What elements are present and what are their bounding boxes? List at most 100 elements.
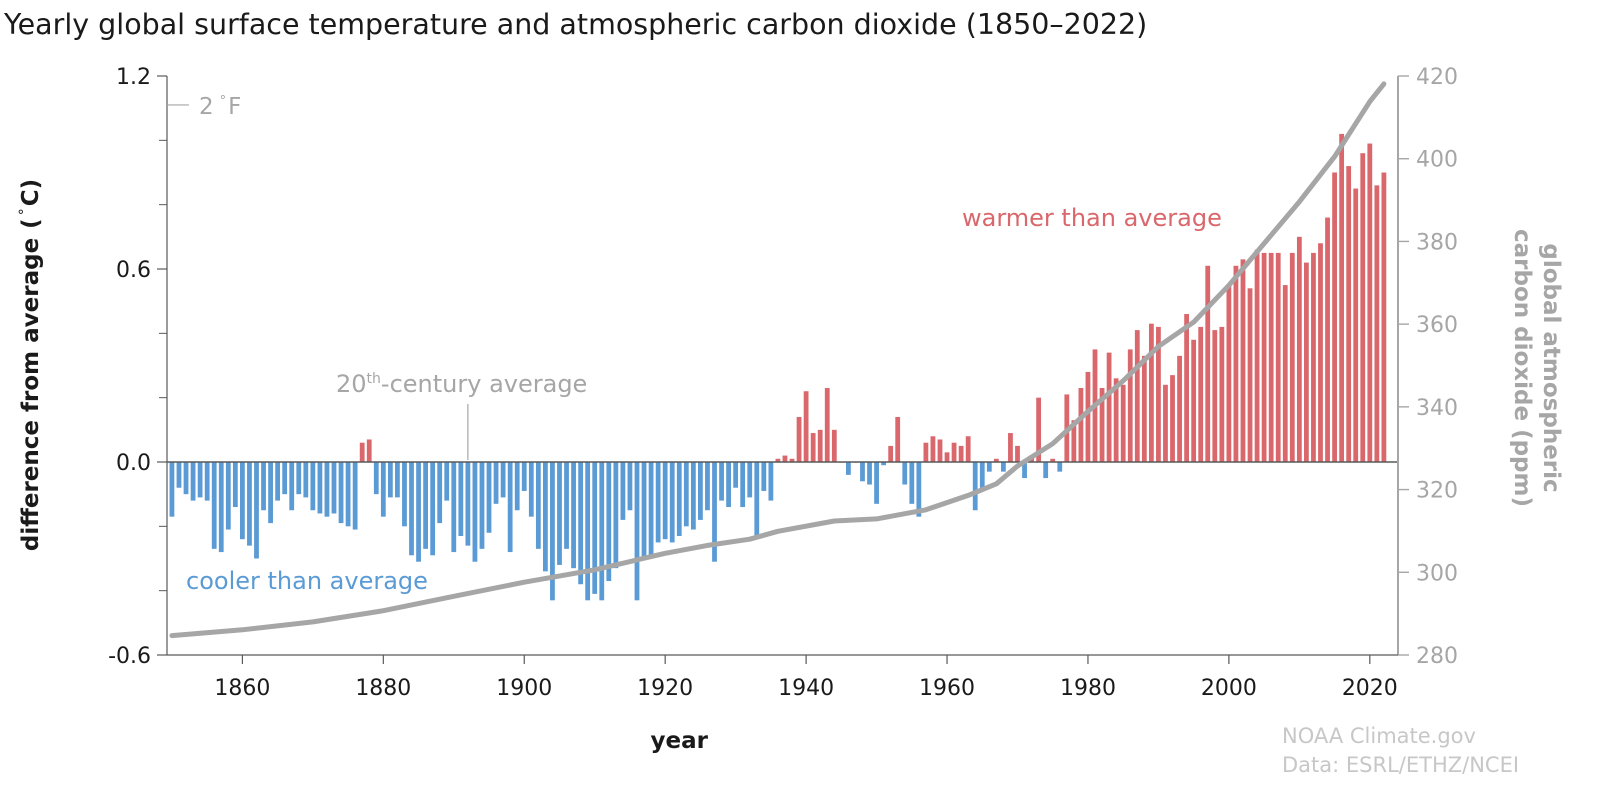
bar-1937 [782, 455, 788, 462]
bar-1887 [430, 462, 436, 556]
bar-1868 [296, 462, 302, 495]
bar-1906 [564, 462, 569, 549]
bar-2012 [1311, 252, 1316, 462]
bar-1903 [542, 462, 548, 572]
bar-1922 [676, 462, 682, 536]
bar-2010 [1296, 236, 1302, 462]
bar-1964 [972, 462, 978, 511]
bar-1958 [930, 436, 936, 462]
bar-1985 [1120, 384, 1126, 462]
bar-1990 [1156, 326, 1161, 462]
bar-1930 [733, 462, 739, 488]
x-tick-label-1900: 1900 [496, 676, 552, 701]
y-tick-label-2: 0.0 [116, 451, 151, 476]
bar-1875 [345, 462, 351, 527]
bar-1911 [599, 462, 605, 601]
bar-1949 [867, 462, 872, 485]
bar-1984 [1113, 378, 1119, 462]
y2-tick-label-380: 380 [1416, 230, 1458, 255]
bar-1951 [881, 462, 887, 466]
bar-1857 [218, 462, 224, 553]
bar-2018 [1353, 188, 1359, 462]
bar-1986 [1127, 349, 1133, 462]
bar-1996 [1198, 326, 1204, 462]
bar-1874 [338, 462, 344, 524]
bar-1913 [613, 462, 619, 569]
bar-1983 [1106, 352, 1112, 462]
bar-1997 [1205, 265, 1211, 462]
bar-1934 [761, 462, 767, 491]
y-tick-label-3: -0.6 [108, 644, 151, 669]
bar-2003 [1247, 288, 1253, 462]
bar-1973 [1036, 397, 1042, 462]
bar-1861 [247, 462, 252, 546]
bar-1890 [451, 462, 457, 553]
bar-2019 [1360, 153, 1366, 462]
bar-2022 [1381, 172, 1387, 462]
bar-1919 [655, 462, 661, 543]
y-axis-label-unit: C) [18, 179, 44, 206]
bar-1955 [909, 462, 915, 504]
bar-1956 [916, 462, 922, 517]
bar-1982 [1099, 388, 1105, 462]
bar-2000 [1226, 285, 1232, 462]
bar-1998 [1212, 330, 1218, 462]
bar-1961 [951, 442, 957, 462]
bar-1970 [1015, 445, 1020, 462]
bar-2005 [1261, 252, 1267, 462]
bar-1908 [578, 462, 584, 585]
bar-1888 [437, 462, 443, 524]
century-average-annotation: 20th-century average [336, 370, 587, 460]
bar-1978 [1071, 420, 1077, 462]
bar-1943 [824, 388, 830, 462]
bar-1881 [387, 462, 393, 498]
bar-1916 [634, 462, 640, 601]
bar-1879 [373, 462, 379, 495]
bar-1918 [648, 462, 654, 556]
bar-1910 [592, 462, 598, 594]
x-tick-label-1920: 1920 [637, 676, 693, 701]
bar-1915 [627, 462, 633, 511]
y-axis-ticks: 1.2 0.6 0.0 -0.6 [108, 65, 167, 669]
bar-1926 [705, 462, 710, 511]
bar-1898 [507, 462, 513, 553]
bar-1968 [1001, 462, 1006, 472]
x-tick-label-1940: 1940 [778, 676, 834, 701]
bar-1866 [282, 462, 288, 495]
x-tick-label-1960: 1960 [919, 676, 975, 701]
bar-1953 [895, 416, 901, 462]
bar-1957 [923, 442, 929, 462]
bar-1863 [261, 462, 266, 511]
x-tick-label-1860: 1860 [214, 676, 270, 701]
bar-1902 [535, 462, 541, 549]
bar-1895 [486, 462, 492, 533]
co2-line [169, 81, 1387, 639]
bar-2020 [1367, 143, 1373, 463]
bar-1878 [366, 439, 372, 462]
fahrenheit-label: 2 °F [199, 94, 241, 120]
bar-1852 [183, 462, 189, 495]
bar-1894 [479, 462, 485, 549]
bar-1962 [958, 445, 964, 462]
bar-1967 [993, 458, 999, 462]
bar-1885 [416, 462, 421, 562]
fahrenheit-unit: F [228, 94, 241, 120]
bar-1965 [979, 462, 985, 488]
bar-1851 [176, 462, 182, 488]
y2-tick-label-340: 340 [1416, 396, 1458, 421]
bar-1905 [557, 462, 562, 565]
bar-2021 [1374, 185, 1380, 462]
bar-2014 [1325, 217, 1330, 462]
bar-1974 [1043, 462, 1049, 479]
bar-2015 [1332, 172, 1337, 462]
bar-2006 [1268, 252, 1274, 462]
y2-tick-label-280: 280 [1416, 644, 1458, 669]
y2-axis-label-line-2: carbon dioxide (ppm) [1509, 229, 1535, 507]
y2-tick-label-360: 360 [1416, 313, 1458, 338]
bar-1860 [240, 462, 245, 540]
bar-2011 [1304, 262, 1309, 462]
bar-1892 [465, 462, 471, 546]
bar-1921 [669, 462, 675, 543]
